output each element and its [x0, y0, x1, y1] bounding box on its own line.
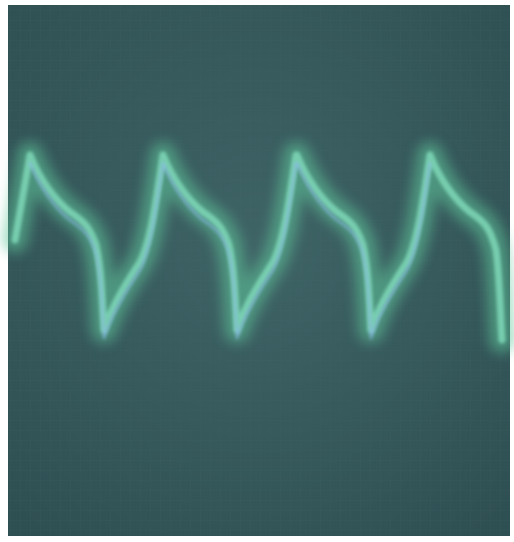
oscilloscope-photo: [0, 0, 514, 542]
page: [0, 0, 514, 542]
